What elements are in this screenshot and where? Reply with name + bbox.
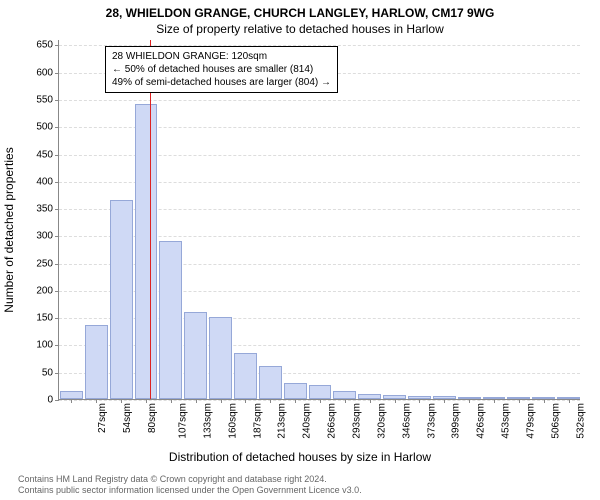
y-tick-label: 50 (42, 367, 53, 378)
x-tick-mark (370, 399, 371, 403)
y-tick-mark (55, 127, 59, 128)
histogram-bar (60, 391, 83, 399)
x-tick-label: 320sqm (376, 403, 387, 439)
x-tick-mark (519, 399, 520, 403)
chart-subtitle: Size of property relative to detached ho… (0, 22, 600, 36)
footer-line-1: Contains HM Land Registry data © Crown c… (18, 474, 600, 485)
y-tick-mark (55, 209, 59, 210)
x-tick-mark (245, 399, 246, 403)
x-tick-mark (146, 399, 147, 403)
x-tick-label: 532sqm (575, 403, 586, 439)
y-tick-mark (55, 100, 59, 101)
y-tick-label: 250 (36, 258, 53, 269)
x-axis-label: Distribution of detached houses by size … (0, 450, 600, 464)
x-tick-label: 506sqm (550, 403, 561, 439)
x-tick-mark (444, 399, 445, 403)
x-tick-mark (96, 399, 97, 403)
x-tick-label: 80sqm (147, 403, 158, 433)
annotation-box: 28 WHIELDON GRANGE: 120sqm← 50% of detac… (105, 46, 338, 93)
x-tick-label: 27sqm (97, 403, 108, 433)
x-tick-label: 399sqm (451, 403, 462, 439)
x-tick-label: 160sqm (227, 403, 238, 439)
y-tick-label: 400 (36, 176, 53, 187)
x-tick-label: 107sqm (178, 403, 189, 439)
histogram-bar (284, 383, 307, 399)
reference-line (150, 40, 151, 399)
y-tick-label: 0 (47, 395, 53, 406)
x-tick-label: 373sqm (426, 403, 437, 439)
x-tick-mark (395, 399, 396, 403)
x-tick-mark (345, 399, 346, 403)
x-tick-mark (270, 399, 271, 403)
y-tick-label: 100 (36, 340, 53, 351)
y-tick-label: 150 (36, 313, 53, 324)
y-tick-mark (55, 318, 59, 319)
histogram-bar (333, 391, 356, 399)
y-tick-mark (55, 236, 59, 237)
x-tick-mark (121, 399, 122, 403)
chart-title: 28, WHIELDON GRANGE, CHURCH LANGLEY, HAR… (0, 6, 600, 20)
x-tick-label: 54sqm (122, 403, 133, 433)
histogram-bar (259, 366, 282, 399)
y-tick-label: 500 (36, 122, 53, 133)
histogram-bar (184, 312, 207, 399)
x-tick-mark (494, 399, 495, 403)
x-tick-label: 133sqm (202, 403, 213, 439)
y-axis-label: Number of detached properties (2, 65, 16, 230)
histogram-bar (135, 104, 158, 399)
y-tick-mark (55, 45, 59, 46)
x-tick-mark (295, 399, 296, 403)
x-tick-mark (544, 399, 545, 403)
y-tick-label: 650 (36, 40, 53, 51)
y-tick-mark (55, 73, 59, 74)
y-tick-label: 550 (36, 95, 53, 106)
y-tick-mark (55, 373, 59, 374)
y-tick-label: 200 (36, 285, 53, 296)
y-tick-label: 600 (36, 67, 53, 78)
x-tick-label: 240sqm (302, 403, 313, 439)
x-tick-mark (569, 399, 570, 403)
x-tick-mark (71, 399, 72, 403)
x-tick-label: 293sqm (352, 403, 363, 439)
y-tick-mark (55, 182, 59, 183)
histogram-bar (309, 385, 332, 399)
footer-line-2: Contains public sector information licen… (18, 485, 600, 496)
x-tick-mark (469, 399, 470, 403)
annotation-line: 28 WHIELDON GRANGE: 120sqm (112, 50, 331, 63)
x-tick-mark (221, 399, 222, 403)
x-tick-label: 346sqm (401, 403, 412, 439)
x-tick-mark (196, 399, 197, 403)
histogram-bar (234, 353, 257, 399)
y-tick-label: 300 (36, 231, 53, 242)
x-tick-mark (171, 399, 172, 403)
annotation-line: 49% of semi-detached houses are larger (… (112, 76, 331, 89)
y-tick-label: 350 (36, 204, 53, 215)
histogram-bar (159, 241, 182, 399)
x-tick-label: 479sqm (526, 403, 537, 439)
y-tick-mark (55, 400, 59, 401)
histogram-bar (85, 325, 108, 399)
y-tick-label: 450 (36, 149, 53, 160)
histogram-bar (209, 317, 232, 399)
x-tick-label: 187sqm (252, 403, 263, 439)
gridline (59, 100, 580, 101)
y-tick-mark (55, 264, 59, 265)
y-tick-mark (55, 155, 59, 156)
x-tick-mark (320, 399, 321, 403)
annotation-line: ← 50% of detached houses are smaller (81… (112, 63, 331, 76)
y-tick-mark (55, 345, 59, 346)
x-tick-label: 453sqm (501, 403, 512, 439)
x-tick-mark (419, 399, 420, 403)
y-tick-mark (55, 291, 59, 292)
plot-area: 0501001502002503003504004505005506006502… (58, 40, 580, 400)
x-tick-label: 213sqm (277, 403, 288, 439)
x-tick-label: 266sqm (327, 403, 338, 439)
histogram-bar (110, 200, 133, 399)
footer-text: Contains HM Land Registry data © Crown c… (0, 474, 600, 496)
x-tick-label: 426sqm (476, 403, 487, 439)
